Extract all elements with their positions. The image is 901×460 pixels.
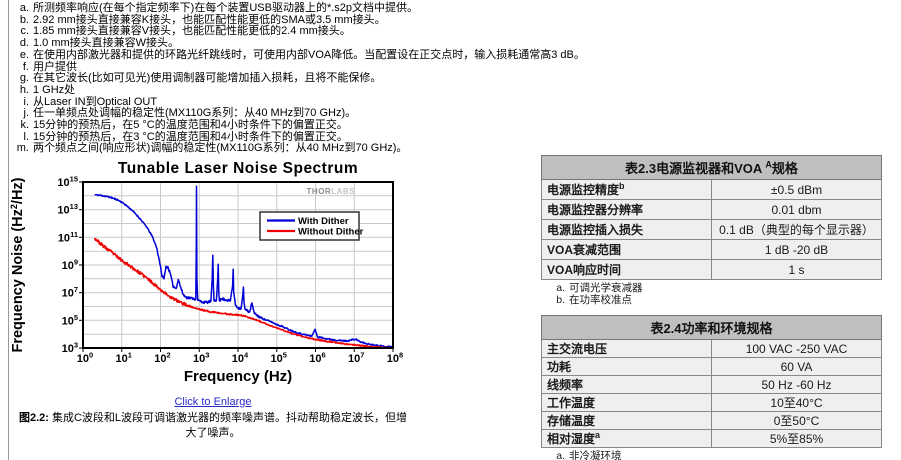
footnote-line: a. 所测频率响应(在每个指定频率下)在每个装置USB驱动器上的*.s2p文档中提…	[19, 2, 419, 14]
table-2-4-footnotes: a. 非冷凝环境	[556, 450, 622, 460]
svg-text:With Dither: With Dither	[298, 216, 349, 227]
svg-text:102: 102	[154, 351, 170, 366]
table-row: 工作温度 10至40°C	[541, 393, 882, 412]
table-row: 电源监控插入损失 0.1 dB（典型的每个显示器）	[541, 219, 882, 240]
spec-footnotes-list: a. 所测频率响应(在每个指定频率下)在每个装置USB驱动器上的*.s2p文档中提…	[12, 2, 752, 155]
table-2-3-power-monitor-voa: 表2.3电源监视器和VOA A规格 电源监控精度b ±0.5 dBm 电源监控器分…	[541, 155, 882, 280]
svg-text:109: 109	[62, 258, 78, 273]
footnote-line: g. 在其它波长(比如可见光)使用调制器可能增加插入损耗，且将不能保修。	[19, 72, 382, 85]
footnote-line: m. 两个频点之间(响应形状)调幅的稳定性(MX110G系列：从40 MHz到70…	[16, 142, 408, 155]
svg-text:101: 101	[116, 351, 132, 366]
figure-caption-text: 集成C波段和L波段可调谐激光器的频率噪声谱。抖动帮助稳定波长，但增	[51, 412, 408, 424]
footnote-line: l. 15分钟的预热后，在3 °C的温度范围和4小时条件下的偏置正交。	[23, 130, 348, 143]
table-row: 电源监控器分辨率 0.01 dbm	[541, 199, 882, 220]
footnote-line: e. 在使用内部激光器和提供的环路光纤跳线时，可使用内部VOA降低。当配置设在正交…	[19, 48, 585, 61]
table-row: VOA响应时间 1 s	[541, 259, 882, 280]
table-row: 功耗 60 VA	[541, 357, 882, 376]
footnote-line: i. 从Laser IN到Optical OUT	[23, 95, 158, 108]
svg-text:100: 100	[77, 351, 93, 366]
table-row: 相对湿度a 5%至85%	[541, 429, 882, 448]
table-row: 主交流电压 100 VAC -250 VAC	[541, 339, 882, 358]
svg-text:1011: 1011	[58, 230, 78, 245]
table-title: 表2.3电源监视器和VOA A规格	[541, 155, 882, 180]
table-row: 电源监控精度b ±0.5 dBm	[541, 179, 882, 200]
figure-caption: 图2.2: 集成C波段和L波段可调谐激光器的频率噪声谱。抖动帮助稳定波长，但增	[8, 412, 418, 425]
figure-caption-line2: 大了噪声。	[185, 426, 241, 439]
table-title: 表2.4功率和环境规格	[541, 315, 882, 340]
svg-text:103: 103	[193, 351, 209, 366]
svg-text:Frequency Noise (Hz2/Hz): Frequency Noise (Hz2/Hz)	[9, 177, 26, 352]
page-left-border	[8, 0, 9, 460]
svg-text:THORLABS: THORLABS	[307, 187, 356, 196]
svg-text:1015: 1015	[57, 175, 78, 190]
svg-text:Frequency (Hz): Frequency (Hz)	[184, 368, 292, 385]
footnote-line: c. 1.85 mm接头直接兼容V接头，也能匹配性能更低的2.4 mm接头。	[20, 25, 351, 38]
svg-text:108: 108	[387, 351, 403, 366]
table-row: 存储温度 0至50°C	[541, 411, 882, 430]
svg-text:1013: 1013	[57, 202, 78, 217]
svg-text:105: 105	[62, 313, 78, 328]
svg-text:105: 105	[271, 351, 287, 366]
footnote-line: f. 用户提供	[22, 60, 77, 73]
noise-spectrum-chart[interactable]: 100 101 102 103 104 105 106 107 108 103 105 107 109 1…	[8, 156, 418, 392]
svg-text:Without Dither: Without Dither	[298, 227, 364, 238]
footnote-line: k. 15分钟的预热后，在5 °C的温度范围和4小时条件下的偏置正交。	[20, 119, 348, 132]
table-row: 线频率 50 Hz -60 Hz	[541, 375, 882, 394]
figure-caption-number: 图2.2:	[18, 412, 49, 424]
svg-text:107: 107	[62, 285, 78, 300]
svg-text:104: 104	[232, 351, 249, 366]
svg-text:Tunable Laser Noise Spectrum: Tunable Laser Noise Spectrum	[118, 160, 358, 177]
svg-text:107: 107	[348, 351, 364, 366]
svg-text:103: 103	[62, 341, 78, 356]
table-row: VOA衰减范围 1 dB -20 dB	[541, 239, 882, 260]
table-2-4-power-environment: 表2.4功率和环境规格 主交流电压 100 VAC -250 VAC 功耗 60 V…	[541, 315, 882, 448]
footnote-line: j. 任一单频点处调幅的稳定性(MX110G系列：从40 MHz到70 GHz)。	[23, 107, 357, 120]
footnote-line: b. 2.92 mm接头直接兼容K接头，也能匹配性能更低的SMA或3.5 mm接头…	[19, 13, 386, 26]
click-to-enlarge-link[interactable]: Click to Enlarge	[174, 396, 252, 408]
svg-text:106: 106	[309, 351, 325, 366]
spec-tables-column: 表2.3电源监视器和VOA A规格 电源监控精度b ±0.5 dBm 电源监控器分…	[541, 155, 882, 460]
figure-2-2: 100 101 102 103 104 105 106 107 108 103 105 107 109 1…	[8, 156, 418, 439]
footnote-line: h. 1 GHz处	[19, 83, 76, 96]
footnote-line: d. 1.0 mm接头直接兼容W接头。	[19, 37, 180, 50]
table-2-3-footnotes: a. 可调光学衰减器 b. 在功率校准点	[556, 282, 643, 306]
